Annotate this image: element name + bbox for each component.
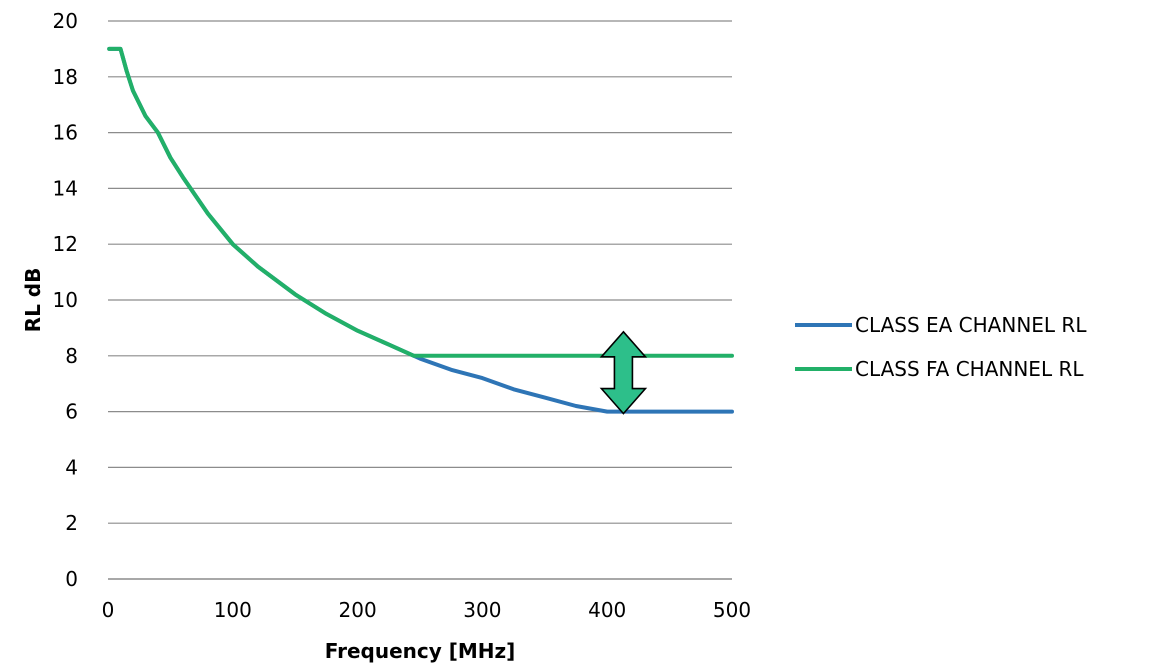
x-tick-label: 200 [339,598,377,622]
y-tick-label: 4 [65,455,78,479]
y-tick-label: 8 [65,344,78,368]
y-tick-label: 2 [65,511,78,535]
legend-label: CLASS EA CHANNEL RL [855,313,1087,337]
x-tick-label: 100 [214,598,252,622]
series-line-2 [107,46,734,358]
y-tick-label: 6 [65,400,78,424]
x-tick-label: 400 [588,598,626,622]
x-tick-label: 0 [102,598,115,622]
y-tick-label: 16 [53,121,78,145]
y-tick-label: 0 [65,567,78,591]
y-tick-label: 12 [53,232,78,256]
y-tick-label: 18 [53,65,78,89]
legend: CLASS EA CHANNEL RL CLASS FA CHANNEL RL [795,313,1087,381]
double-arrow-annotation [599,330,648,415]
y-tick-label: 10 [53,288,78,312]
legend-label: CLASS FA CHANNEL RL [855,357,1084,381]
x-tick-labels: 0 100 200 300 400 500 [102,598,751,622]
annotations [599,330,648,415]
y-tick-labels: 0 2 4 6 8 10 12 14 16 18 20 [53,9,78,591]
y-axis-title: RL dB [21,268,45,333]
series-lines [107,46,734,414]
gridlines [108,20,732,580]
x-axis-title: Frequency [MHz] [325,639,516,663]
y-tick-label: 20 [53,9,78,33]
y-tick-label: 14 [53,176,78,200]
x-tick-label: 300 [463,598,501,622]
x-tick-label: 500 [713,598,751,622]
